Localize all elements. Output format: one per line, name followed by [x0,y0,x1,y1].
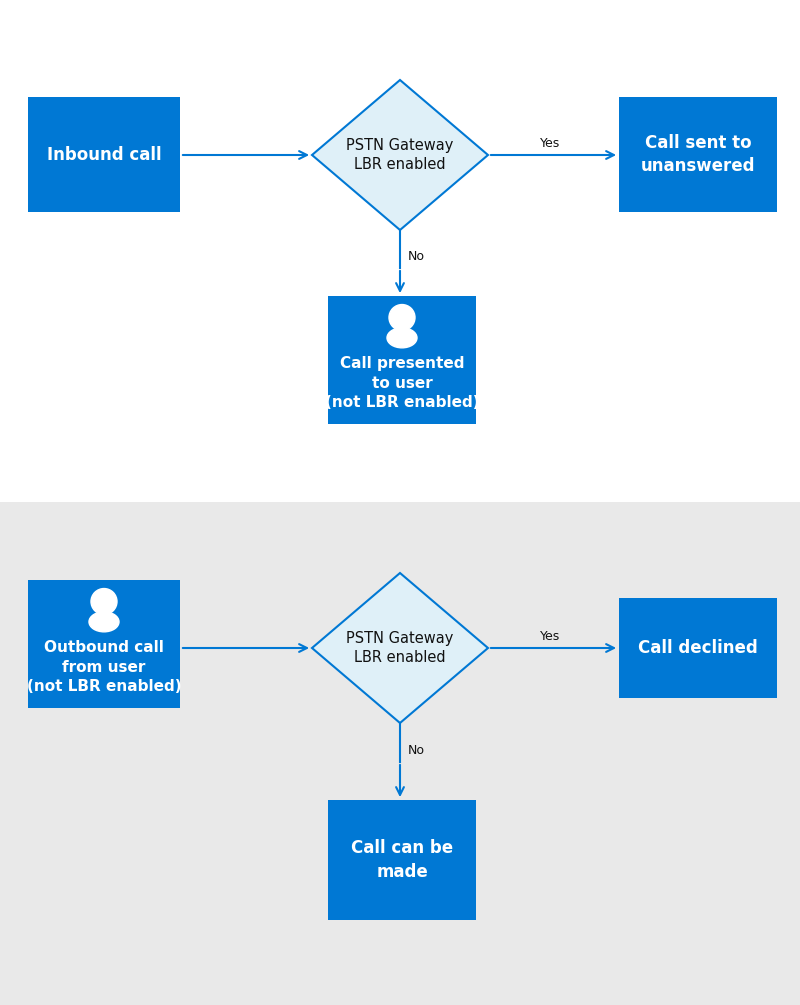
Polygon shape [312,80,488,230]
Text: Yes: Yes [540,629,560,642]
Bar [619,598,777,698]
Text: PSTN Gateway
LBR enabled: PSTN Gateway LBR enabled [346,138,454,173]
Text: PSTN Gateway
LBR enabled: PSTN Gateway LBR enabled [346,630,454,665]
Text: No: No [407,249,425,262]
Bar [0,502,800,1005]
Circle shape [389,305,415,331]
Bar [28,97,180,212]
Text: No: No [407,744,425,757]
Text: Outbound call
from user
(not LBR enabled): Outbound call from user (not LBR enabled… [26,640,182,694]
Text: Call can be
made: Call can be made [351,839,453,880]
Ellipse shape [387,328,417,348]
Circle shape [91,589,117,614]
Bar [328,296,476,424]
Text: Call presented
to user
(not LBR enabled): Call presented to user (not LBR enabled) [325,356,479,410]
Text: Yes: Yes [540,137,560,150]
Text: Call sent to
unanswered: Call sent to unanswered [641,134,755,175]
Bar [619,97,777,212]
Polygon shape [312,573,488,723]
Bar [328,800,476,920]
Ellipse shape [89,612,119,632]
Text: Inbound call: Inbound call [46,146,162,164]
Text: Call declined: Call declined [638,639,758,657]
Bar [28,580,180,708]
Bar [0,0,800,502]
